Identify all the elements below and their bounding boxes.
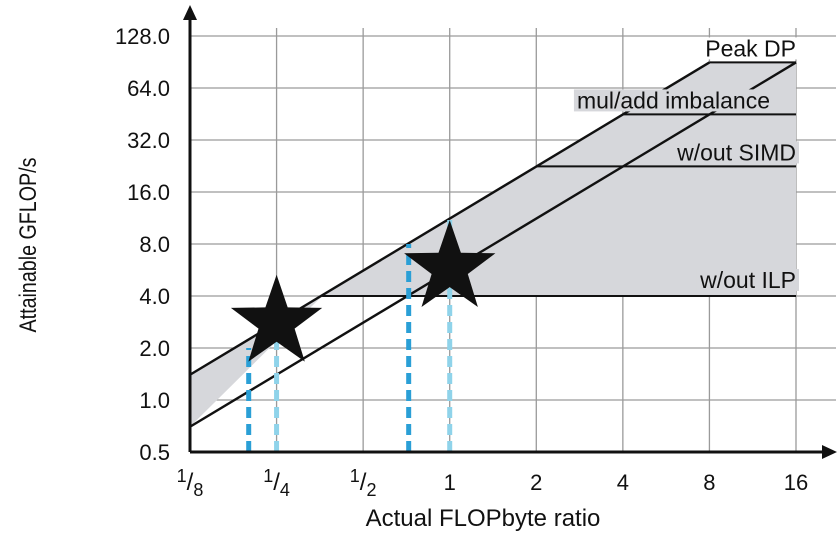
x-tick-label: 1/8 <box>177 466 204 500</box>
y-tick-label: 16.0 <box>127 180 170 205</box>
y-tick-label: 4.0 <box>139 284 170 309</box>
y-tick-label: 0.5 <box>139 440 170 465</box>
roof-label: w/out ILP <box>699 267 796 293</box>
x-tick-label: 1/2 <box>350 466 377 500</box>
y-tick-label: 2.0 <box>139 336 170 361</box>
roof-labels: Peak DP mul/add imbalance w/out SIMD w/out … <box>573 35 799 293</box>
y-tick-label: 1.0 <box>139 388 170 413</box>
x-tick-labels: 1/8 1/4 1/2 1 2 4 8 16 <box>177 466 809 500</box>
x-tick-label: 4 <box>617 470 629 495</box>
x-tick-label: 16 <box>784 470 808 495</box>
y-axis-arrow <box>183 5 197 20</box>
bandwidth-roof-line <box>189 61 797 428</box>
roof-label-bg <box>573 89 773 112</box>
roof-label-bg <box>702 37 799 60</box>
y-axis-title: Attainable GFLOP/s <box>14 158 41 333</box>
roof-label: mul/add imbalance <box>577 87 770 113</box>
y-tick-label: 8.0 <box>139 232 170 257</box>
x-tick-label: 1/4 <box>263 466 290 500</box>
y-tick-labels: 0.5 1.0 2.0 4.0 8.0 16.0 32.0 64.0 128.0 <box>115 24 170 465</box>
roof-label: Peak DP <box>705 35 796 61</box>
y-tick-label: 32.0 <box>127 128 170 153</box>
kernel-star-marker <box>230 274 323 362</box>
y-tick-label: 64.0 <box>127 76 170 101</box>
axes <box>183 5 837 459</box>
x-axis-arrow <box>822 445 837 459</box>
roof-label-bg <box>696 269 799 291</box>
x-tick-label: 1 <box>444 470 456 495</box>
y-tick-label: 128.0 <box>115 24 170 49</box>
x-tick-label: 8 <box>703 470 715 495</box>
kernel-markers <box>230 220 496 362</box>
roof-label-bg <box>673 141 799 164</box>
kernel-star-marker <box>404 220 496 307</box>
x-axis-title: Actual FLOPbyte ratio <box>366 505 601 532</box>
x-tick-label: 2 <box>530 470 542 495</box>
roof-label: w/out SIMD <box>676 139 796 165</box>
